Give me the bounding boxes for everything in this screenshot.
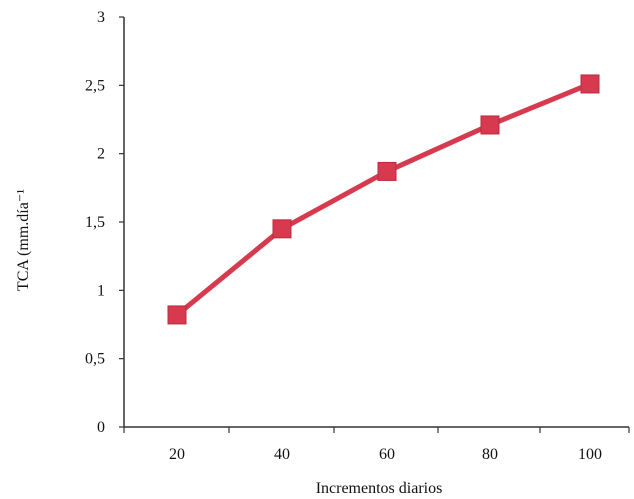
y-tick-label: 1 [97, 282, 105, 299]
x-tick-label: 60 [379, 446, 395, 463]
data-point-marker [272, 219, 292, 239]
y-tick-label: 2 [97, 146, 105, 163]
y-axis-ticks: 0 0,5 1 1,5 2 2,5 3 [85, 9, 124, 436]
y-tick-label: 1,5 [85, 214, 105, 231]
data-point-marker [480, 115, 500, 135]
y-axis-title: TCA (mm.día⁻¹ [15, 189, 32, 291]
y-tick-label: 2,5 [85, 77, 105, 94]
x-tick-label: 40 [274, 446, 290, 463]
data-point-marker [580, 74, 600, 94]
y-tick-label: 3 [97, 9, 105, 26]
series-layer [167, 74, 600, 325]
x-axis-title: Incrementos diarios [316, 480, 443, 497]
data-point-marker [377, 161, 397, 181]
x-axis-ticks: 20 40 60 80 100 [123, 427, 630, 463]
x-tick-label: 80 [482, 446, 498, 463]
series-line [175, 81, 591, 317]
y-tick-label: 0,5 [85, 351, 105, 368]
data-point-marker [167, 305, 187, 325]
x-tick-label: 20 [169, 446, 185, 463]
y-tick-label: 0 [97, 419, 105, 436]
x-tick-label: 100 [578, 446, 602, 463]
